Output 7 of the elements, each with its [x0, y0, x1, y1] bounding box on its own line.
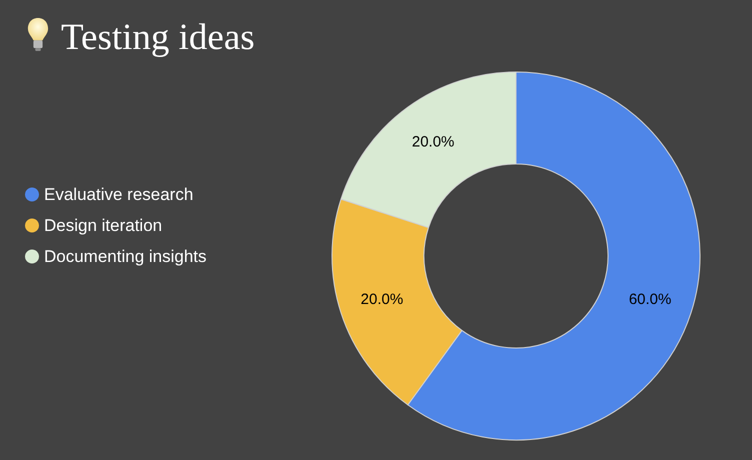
- chart-title: Testing ideas: [61, 17, 255, 58]
- data-label: 60.0%: [628, 291, 672, 308]
- data-label: 20.0%: [412, 133, 454, 150]
- legend-label: Design iteration: [44, 216, 162, 235]
- data-label: 20.0%: [360, 291, 404, 308]
- legend-label: Documenting insights: [44, 247, 207, 266]
- legend-label: Evaluative research: [44, 185, 194, 204]
